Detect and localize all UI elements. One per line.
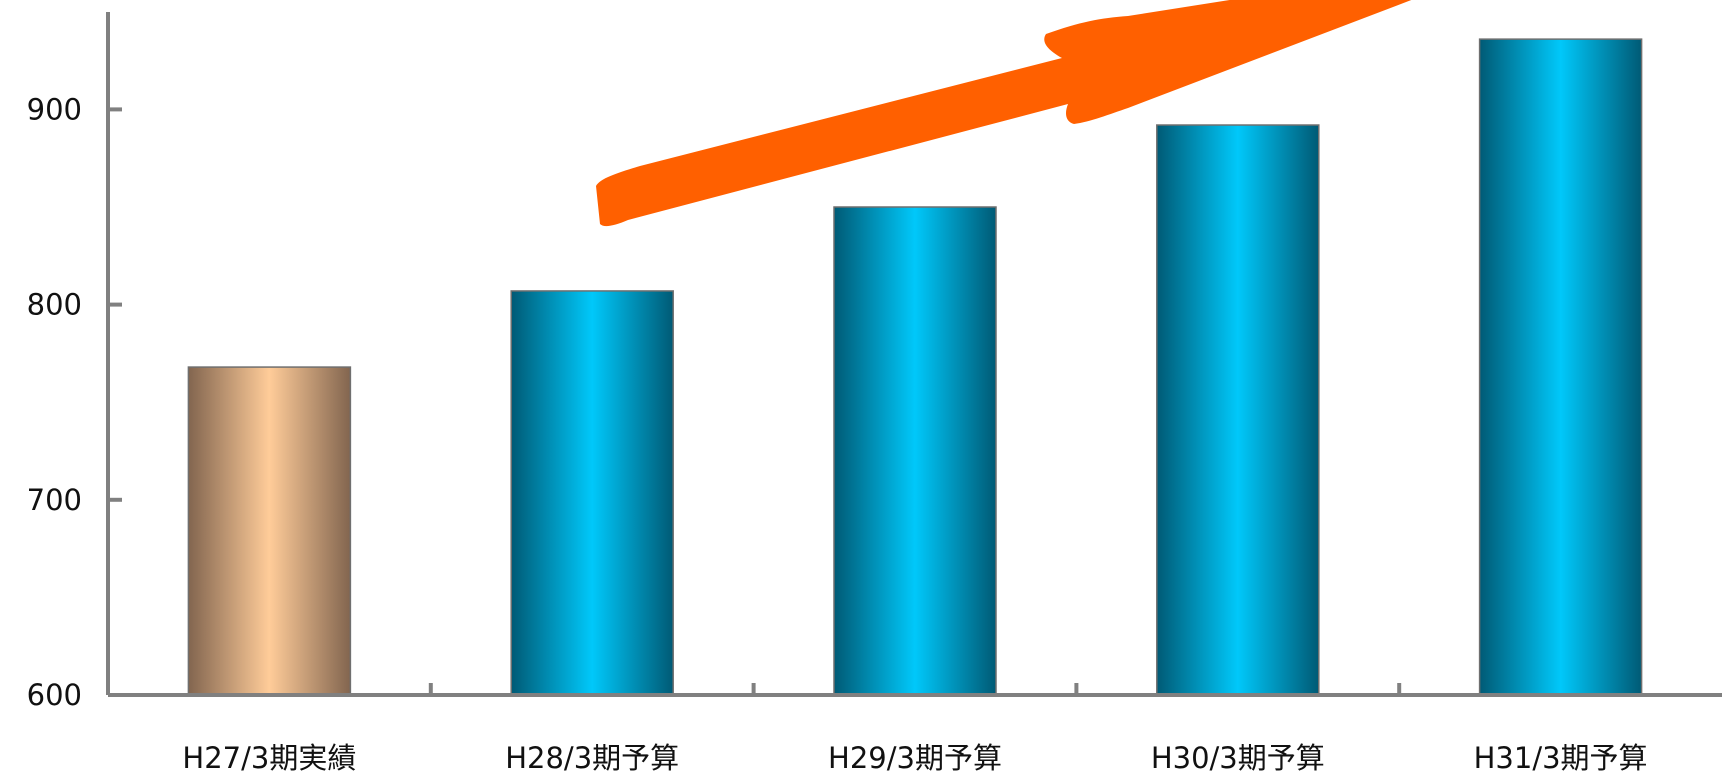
bar-1 [187,366,352,696]
bars-layer [187,38,1643,696]
y-tick-label: 800 [27,288,82,322]
y-tick-label: 900 [27,92,82,126]
bar-3 [833,206,997,696]
bar-5 [1478,38,1643,696]
trend-arrow [596,0,1412,227]
category-label: H31/3期予算 [1474,741,1648,774]
category-label: H29/3期予算 [828,741,1002,774]
x-axis-ticks [428,683,1402,695]
y-axis-ticks: 600 700 800 900 [27,92,122,712]
category-label: H28/3期予算 [505,741,679,774]
bar-4 [1156,124,1320,696]
y-tick-label: 700 [27,483,82,517]
x-axis-labels: H27/3期実績 H28/3期予算 H29/3期予算 H30/3期予算 H31/3期予算 [182,741,1647,774]
y-tick-label: 600 [27,678,82,712]
axes [106,12,1722,697]
trend-arrow-shape [596,0,1412,227]
category-label: H30/3期予算 [1151,741,1325,774]
category-label: H27/3期実績 [182,741,356,774]
bar-2 [510,290,674,696]
